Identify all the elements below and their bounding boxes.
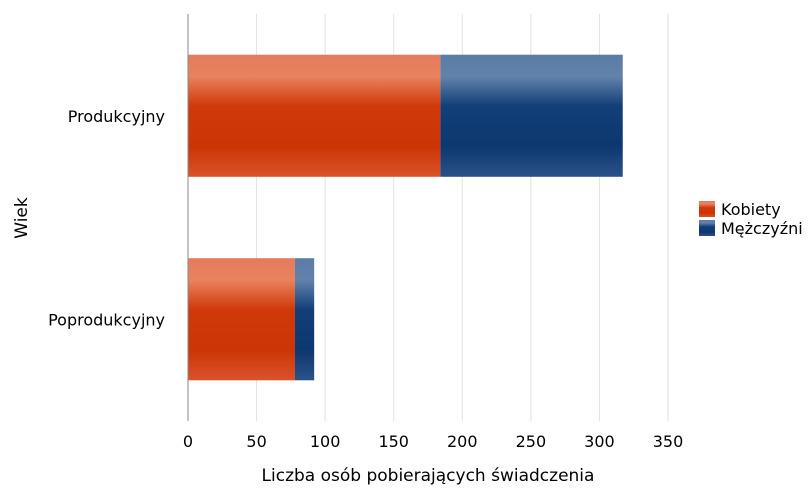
- x-tick-label: 200: [447, 432, 478, 451]
- legend-swatch: [699, 220, 715, 236]
- legend-swatch: [699, 201, 715, 217]
- x-tick-label: 350: [653, 432, 684, 451]
- bar-kobiety-0[interactable]: [188, 54, 441, 177]
- x-tick-label: 0: [183, 432, 193, 451]
- x-tick-label: 250: [516, 432, 547, 451]
- x-tick-label: 100: [310, 432, 341, 451]
- x-axis-title: Liczba osób pobierających świadczenia: [262, 466, 595, 486]
- category-labels: Produkcyjny Poprodukcyjny: [48, 107, 165, 330]
- bar-mezczyzni-0[interactable]: [440, 54, 623, 177]
- y-axis-title: Wiek: [12, 197, 32, 239]
- bar-mezczyzni-1[interactable]: [294, 258, 315, 381]
- x-tick-labels: 0 50 100 150 200 250 300 350: [183, 432, 683, 451]
- category-label: Produkcyjny: [68, 107, 165, 126]
- category-label: Poprodukcyjny: [48, 310, 165, 329]
- bar-kobiety-1[interactable]: [188, 258, 295, 381]
- x-tick-label: 150: [378, 432, 409, 451]
- legend-label: Mężczyźni: [721, 219, 803, 238]
- bars-layer: [188, 54, 623, 381]
- x-tick-label: 300: [584, 432, 615, 451]
- x-tick-label: 50: [246, 432, 266, 451]
- legend-label: Kobiety: [721, 200, 781, 219]
